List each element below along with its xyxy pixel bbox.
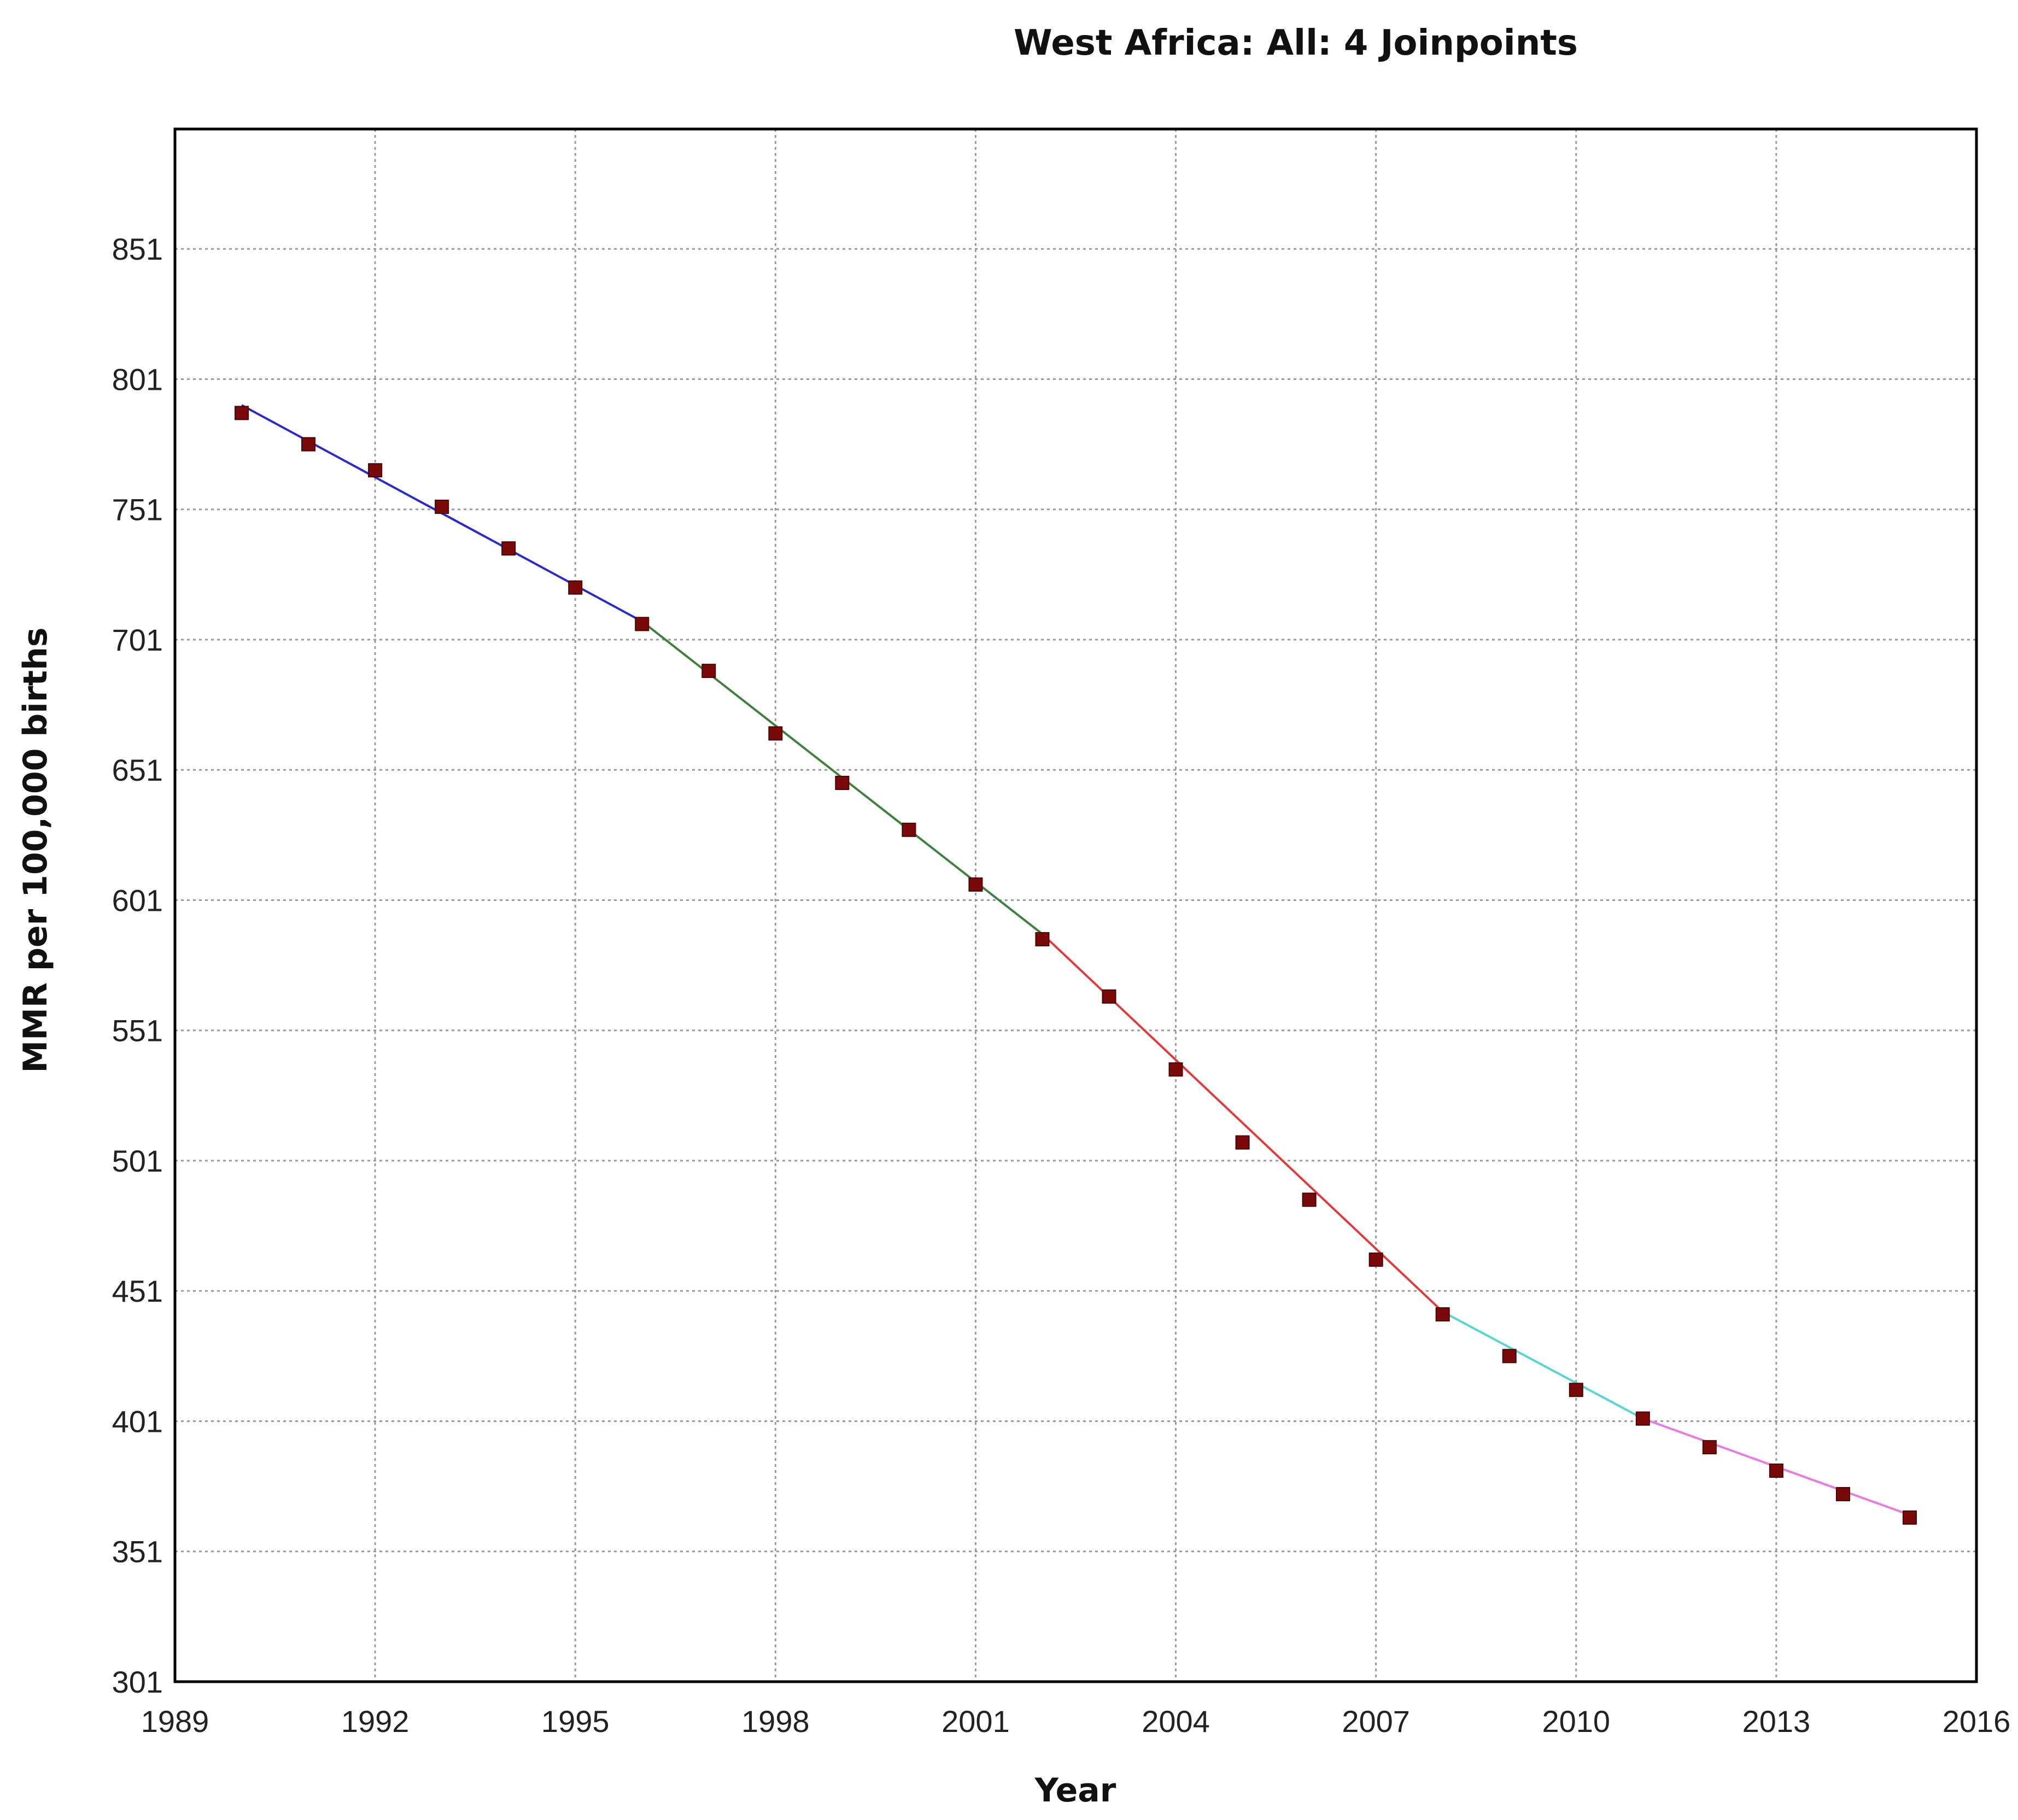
observed-point (902, 822, 916, 837)
observed-point (1769, 1464, 1783, 1478)
y-tick-label: 651 (112, 753, 163, 787)
y-tick-label: 751 (112, 493, 163, 527)
observed-point (1569, 1383, 1583, 1397)
observed-point (1635, 1411, 1650, 1426)
observed-point (968, 877, 983, 892)
observed-point (701, 664, 716, 678)
x-tick-label: 1998 (741, 1704, 810, 1739)
observed-point (1235, 1135, 1250, 1150)
observed-point (1035, 932, 1050, 946)
y-tick-label: 801 (112, 362, 163, 396)
x-tick-label: 2007 (1342, 1704, 1410, 1739)
observed-point (635, 617, 650, 631)
y-tick-label: 301 (112, 1665, 163, 1699)
observed-point (1902, 1510, 1917, 1525)
x-tick-label: 1992 (341, 1704, 410, 1739)
x-axis-title: Year (1034, 1771, 1116, 1810)
y-axis-title: MMR per 100,000 births (16, 627, 55, 1073)
y-axis-ticks: 301 351 401 451 501 551 601 651 701 751 801 851 (112, 232, 163, 1699)
plot-frame (173, 127, 1978, 1683)
observed-point (1102, 989, 1116, 1004)
y-tick-label: 851 (112, 232, 163, 266)
y-tick-label: 551 (112, 1014, 163, 1048)
observed-point (235, 406, 249, 420)
observed-point (1435, 1307, 1450, 1322)
observed-point (301, 437, 316, 452)
x-tick-label: 1995 (541, 1704, 610, 1739)
grid-lines (175, 129, 1976, 1682)
observed-point (1368, 1253, 1383, 1267)
x-tick-label: 2010 (1542, 1704, 1610, 1739)
observed-point (768, 726, 783, 741)
observed-point (501, 541, 516, 556)
fitted-segments (241, 404, 1910, 1516)
observed-point (568, 580, 583, 595)
observed-point (1302, 1192, 1317, 1207)
x-tick-label: 2001 (941, 1704, 1010, 1739)
y-tick-label: 701 (112, 623, 163, 657)
x-axis-ticks: 1989 1992 1995 1998 2001 2004 2007 2010 2013 2016 (141, 1704, 2011, 1739)
observed-points (235, 406, 1917, 1525)
y-tick-label: 601 (112, 883, 163, 917)
observed-point (835, 776, 850, 791)
x-tick-label: 1989 (141, 1704, 209, 1739)
observed-point (1702, 1440, 1717, 1455)
y-tick-label: 501 (112, 1144, 163, 1178)
observed-point (1835, 1487, 1850, 1501)
x-tick-label: 2013 (1742, 1704, 1811, 1739)
x-tick-label: 2016 (1943, 1704, 2011, 1739)
y-tick-label: 351 (112, 1535, 163, 1569)
observed-point (435, 499, 449, 514)
observed-point (1502, 1349, 1517, 1363)
x-tick-label: 2004 (1142, 1704, 1210, 1739)
fitted-segment-line (1442, 1310, 1643, 1420)
y-tick-label: 451 (112, 1274, 163, 1308)
chart-title: West Africa: All: 4 Joinpoints (1014, 23, 1578, 63)
y-tick-label: 401 (112, 1404, 163, 1438)
observed-point (368, 463, 383, 478)
observed-point (1168, 1062, 1183, 1077)
